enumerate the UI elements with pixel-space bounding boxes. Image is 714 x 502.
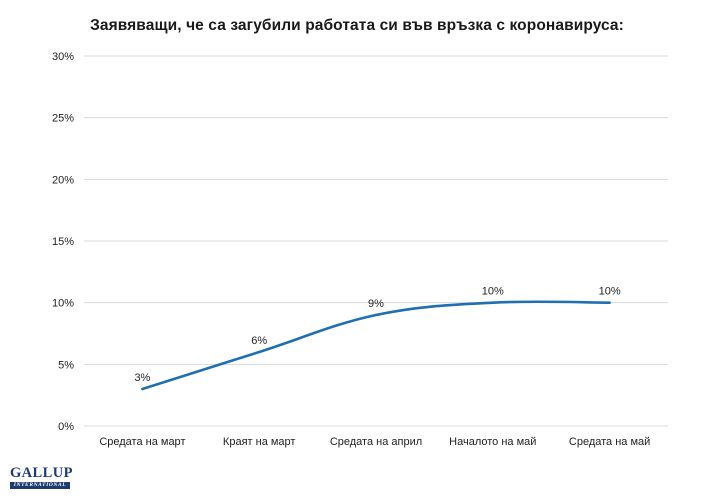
y-tick-label: 15% (52, 236, 74, 248)
y-tick-label: 25% (52, 113, 74, 125)
gallup-logo: GALLUP INTERNATIONAL (10, 465, 73, 489)
data-point (141, 387, 144, 391)
data-point (608, 301, 611, 304)
gridlines (84, 55, 668, 427)
data-label: 9% (368, 298, 384, 310)
y-axis-tick-labels: 0% 5% 10% 15% 20% 25% 30% (52, 51, 74, 433)
chart-title: Заявяващи, че са загубили работата си въ… (90, 17, 624, 34)
data-point (374, 313, 378, 317)
y-tick-label: 20% (52, 174, 74, 186)
y-tick-label: 10% (52, 298, 74, 310)
x-tick-label: Краят на март (223, 436, 296, 448)
x-tick-label: Средата на април (330, 436, 422, 448)
x-tick-label: Началото на май (449, 436, 536, 448)
data-label: 3% (134, 372, 150, 384)
data-label: 6% (251, 335, 267, 347)
data-point (491, 301, 494, 304)
series-layer (141, 300, 611, 391)
data-point (258, 350, 261, 354)
data-label: 10% (599, 286, 621, 298)
y-tick-label: 0% (58, 421, 74, 433)
logo-top-text: GALLUP (10, 465, 73, 481)
logo-bottom-text: INTERNATIONAL (10, 482, 70, 489)
x-tick-label: Средата на май (569, 436, 650, 448)
x-tick-label: Средата на март (99, 436, 185, 448)
y-tick-label: 30% (52, 51, 74, 63)
data-label: 10% (482, 286, 504, 298)
x-axis-tick-labels: Средата на март Краят на март Средата на а… (99, 436, 650, 448)
data-labels: 3% 6% 9% 10% 10% (134, 286, 620, 384)
y-tick-label: 5% (58, 359, 74, 371)
